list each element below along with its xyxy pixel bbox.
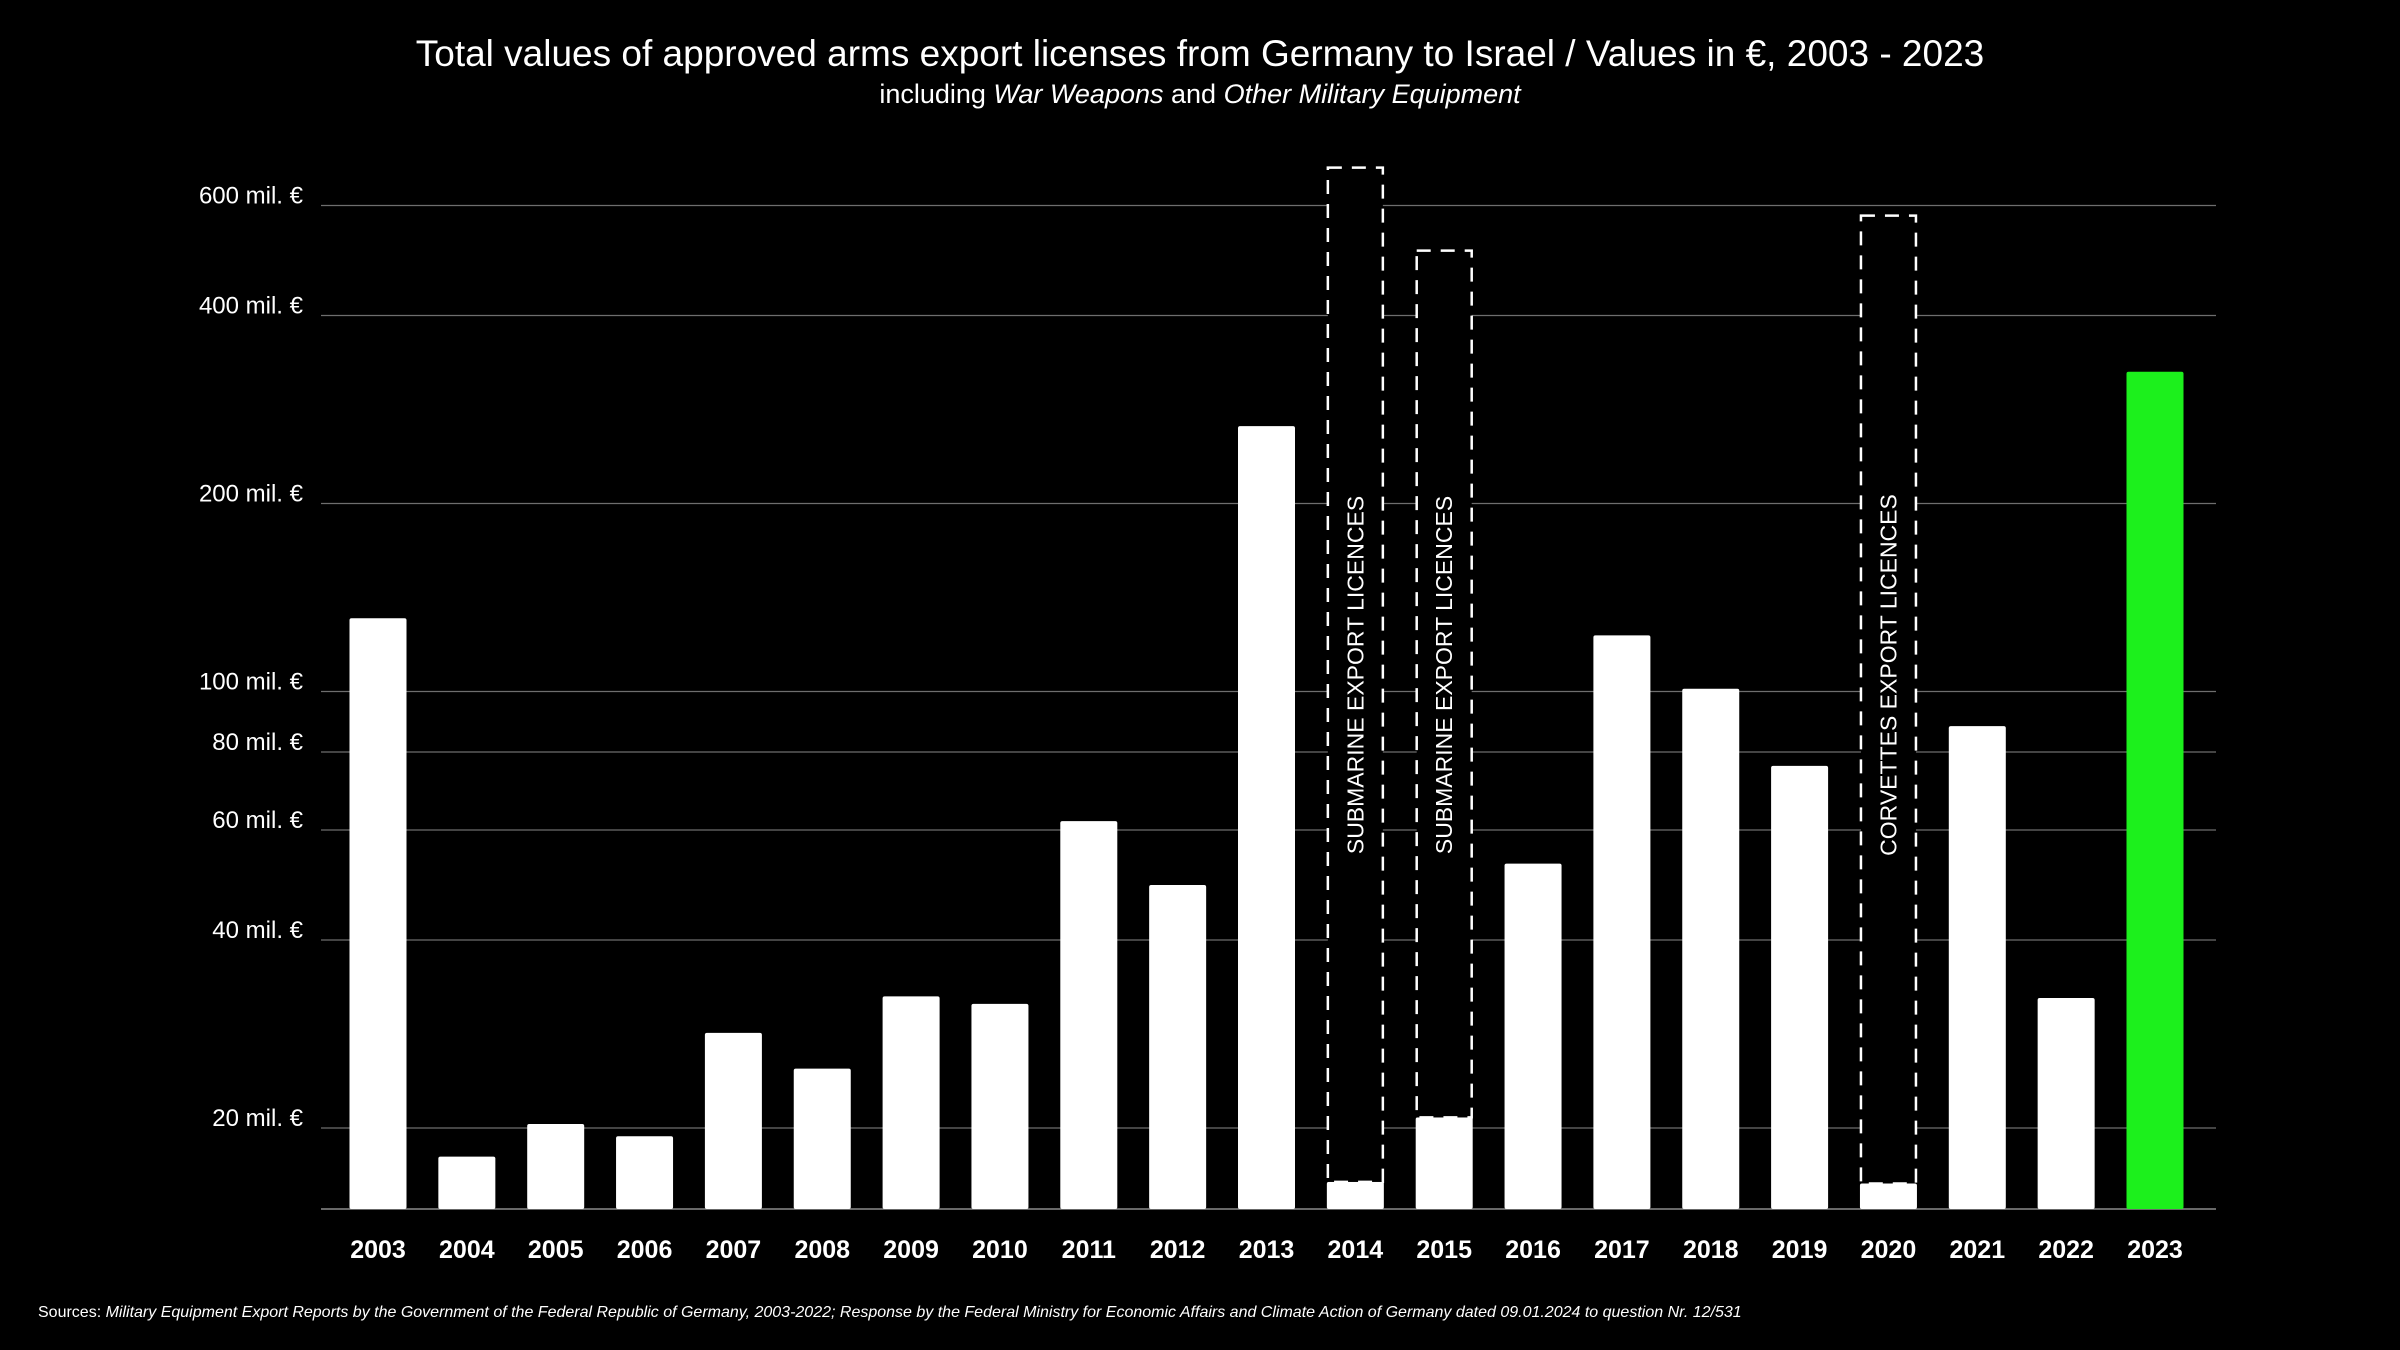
- bars: [349, 371, 2184, 1209]
- bar-2014: [1326, 1181, 1384, 1209]
- x-tick-label: 2014: [1328, 1236, 1384, 1264]
- y-tick-label: 40 mil. €: [212, 917, 303, 944]
- bar-2004: [438, 1156, 496, 1209]
- x-tick-label: 2021: [1949, 1236, 2005, 1264]
- chart-subtitle: including War Weapons and Other Military…: [879, 79, 1522, 109]
- x-tick-label: 2008: [794, 1236, 850, 1264]
- x-tick-label: 2019: [1772, 1236, 1828, 1264]
- source-note: Sources: Military Equipment Export Repor…: [38, 1304, 1742, 1321]
- y-tick-label: 60 mil. €: [212, 807, 303, 834]
- bar-2021: [1948, 726, 2006, 1209]
- bar-2013: [1238, 426, 1295, 1209]
- x-tick-label: 2007: [706, 1236, 762, 1264]
- x-tick-label: 2023: [2127, 1236, 2183, 1264]
- x-tick-label: 2013: [1239, 1236, 1295, 1264]
- x-tick-label: 2004: [439, 1236, 495, 1264]
- bar-2018: [1682, 688, 1740, 1209]
- bar-2015: [1415, 1117, 1473, 1209]
- x-tick-label: 2020: [1861, 1236, 1917, 1264]
- bar-2012: [1149, 884, 1207, 1209]
- y-tick-label: 600 mil. €: [199, 183, 304, 210]
- annotation-box: [1326, 166, 1385, 1184]
- y-tick-label: 80 mil. €: [212, 729, 303, 756]
- y-tick-label: 400 mil. €: [199, 292, 304, 319]
- x-tick-label: 2009: [883, 1236, 939, 1264]
- annotation-box: [1859, 214, 1918, 1185]
- x-tick-label: 2005: [528, 1236, 584, 1264]
- x-axis: 2003 2004 2005 2006 2007 2008 2009 2010 2011 2012…: [350, 1236, 2183, 1264]
- x-tick-label: 2006: [617, 1236, 673, 1264]
- bar-2005: [527, 1123, 585, 1209]
- annotation-box: [1415, 249, 1473, 1119]
- bar-2007: [704, 1032, 762, 1209]
- x-tick-label: 2015: [1416, 1236, 1472, 1264]
- bar-2022: [2037, 997, 2095, 1209]
- chart-title: Total values of approved arms export lic…: [416, 33, 1985, 74]
- y-tick-label: 200 mil. €: [199, 480, 304, 507]
- annotation-label: SUBMARINE EXPORT LICENCES: [1431, 496, 1457, 854]
- bar-2020: [1859, 1183, 1917, 1209]
- x-tick-label: 2011: [1062, 1236, 1116, 1264]
- annotation-label: CORVETTES EXPORT LICENCES: [1875, 494, 1901, 856]
- bar-2003: [349, 618, 407, 1209]
- bar-2017: [1593, 635, 1651, 1209]
- annotation-label: SUBMARINE EXPORT LICENCES: [1342, 496, 1368, 854]
- bar-2011: [1060, 821, 1118, 1209]
- bar-2023: [2126, 371, 2184, 1209]
- bar-2010: [971, 1003, 1029, 1209]
- y-tick-label: 100 mil. €: [199, 668, 304, 695]
- annotations: SUBMARINE EXPORT LICENCES SUBMARINE EXPOR…: [1326, 166, 1918, 1185]
- x-tick-label: 2018: [1683, 1236, 1739, 1264]
- x-tick-label: 2016: [1505, 1236, 1561, 1264]
- bar-2006: [616, 1136, 674, 1209]
- bar-2016: [1504, 863, 1562, 1209]
- x-tick-label: 2010: [972, 1236, 1028, 1264]
- x-tick-label: 2012: [1150, 1236, 1206, 1264]
- bar-2019: [1771, 765, 1829, 1209]
- bar-2009: [882, 996, 940, 1209]
- x-tick-label: 2003: [350, 1236, 406, 1264]
- x-tick-label: 2017: [1594, 1236, 1650, 1264]
- x-tick-label: 2022: [2038, 1236, 2094, 1264]
- y-tick-label: 20 mil. €: [212, 1105, 303, 1132]
- bar-2008: [793, 1068, 851, 1209]
